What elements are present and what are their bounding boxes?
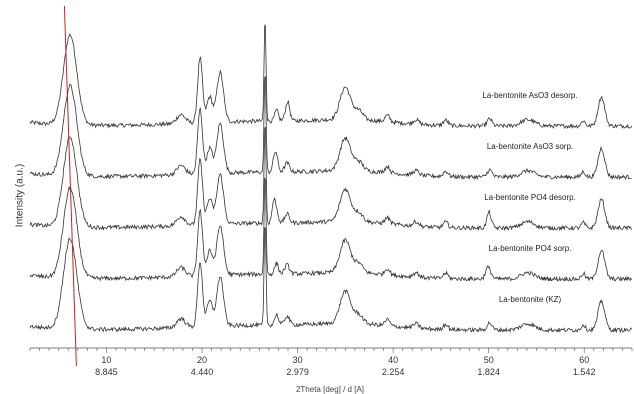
series-label-2: La-bentonite PO4 desorp. xyxy=(484,193,576,202)
series-line-0 xyxy=(29,24,632,130)
x-tick-label-2: 30 xyxy=(293,355,303,365)
x-tick-label-5: 60 xyxy=(579,355,589,365)
x-axis-title: 2Theta [deg] / d [A] xyxy=(295,385,365,394)
x-axis: 10 8.845 20 4.440 30 2.979 40 2.254 50 1.824 60 1.5… xyxy=(29,347,633,377)
series-label-4: La-bentonite (KZ) xyxy=(499,295,562,304)
x-tick-label-3: 40 xyxy=(388,355,398,365)
series-label-3: La-bentonite PO4 sorp. xyxy=(489,244,572,253)
reference-line-layer xyxy=(63,5,77,367)
series-layer xyxy=(29,24,632,334)
series-line-4 xyxy=(29,226,632,334)
x-tick-d-label-1: 4.440 xyxy=(191,367,214,377)
series-line-1 xyxy=(29,76,632,181)
x-tick-d-label-4: 1.824 xyxy=(477,367,500,377)
x-tick-label-1: 20 xyxy=(197,355,207,365)
series-label-1: La-bentonite AsO3 sorp. xyxy=(487,142,573,151)
series-line-2 xyxy=(29,126,632,232)
x-tick-label-0: 10 xyxy=(101,355,111,365)
reference-line xyxy=(63,5,77,367)
x-tick-d-label-5: 1.542 xyxy=(573,367,596,377)
x-tick-d-label-3: 2.254 xyxy=(382,367,405,377)
x-tick-d-label-2: 2.979 xyxy=(286,367,309,377)
x-tick-label-4: 50 xyxy=(484,355,494,365)
series-line-3 xyxy=(29,177,632,282)
legend-labels: La-bentonite AsO3 desorp. La-bentonite As… xyxy=(482,91,577,304)
y-axis-title: Intensity (a.u.) xyxy=(14,163,26,228)
series-label-0: La-bentonite AsO3 desorp. xyxy=(482,91,577,100)
x-tick-d-label-0: 8.845 xyxy=(95,367,118,377)
